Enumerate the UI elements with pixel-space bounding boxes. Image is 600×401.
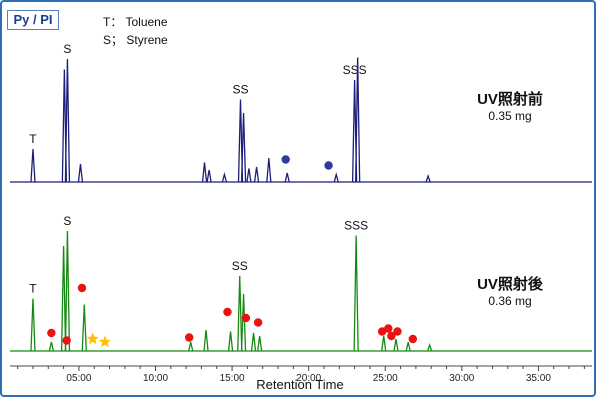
x-axis-title: Retention Time [256, 377, 343, 392]
x-tick-label: 25:00 [373, 373, 398, 384]
peak-label: S [63, 42, 71, 56]
peak-marker-dot [384, 324, 393, 333]
series-peak [425, 173, 431, 183]
peak-marker-dot [324, 161, 333, 170]
series-peak [257, 335, 263, 352]
series-peak [250, 332, 257, 352]
pyrolysis-badge: Py / PI [7, 10, 59, 30]
peak-marker-dot [253, 318, 263, 327]
peak-marker-star [98, 335, 112, 348]
series-peak [206, 169, 212, 183]
x-tick-label: 30:00 [449, 373, 474, 384]
x-tick-label: 10:00 [143, 373, 168, 384]
sample-mass-after: 0.36 mg [488, 294, 532, 308]
x-tick-label: 35:00 [526, 373, 551, 384]
peak-marker-star [86, 332, 99, 345]
peak-label: SS [232, 259, 248, 273]
sample-mass-before: 0.35 mg [488, 109, 532, 123]
peak-marker-dot [62, 336, 71, 345]
series-peak [81, 304, 87, 352]
series-peak [60, 245, 67, 352]
sample-title-after: UV照射後 [477, 276, 543, 293]
series-peak [188, 341, 194, 352]
peak-marker-dot [387, 331, 396, 341]
series-peak [246, 168, 252, 183]
peak-marker-dot [77, 283, 87, 293]
series-peak [237, 275, 243, 352]
x-tick-label: 20:00 [296, 373, 321, 384]
peak-label: SSS [344, 219, 368, 233]
legend-name: Toluene [125, 15, 168, 29]
legend-abbr: S [103, 33, 112, 47]
series-peak [427, 342, 433, 352]
peak-marker-dot [408, 334, 418, 344]
legend-sep: ； [111, 33, 124, 47]
series-peak [30, 148, 36, 183]
series-peak [333, 171, 339, 183]
series-peak [203, 329, 209, 352]
series-peak [253, 166, 260, 183]
series-peak [201, 162, 208, 183]
series-peak [355, 57, 361, 183]
series-peak [64, 58, 71, 183]
series-peak [240, 112, 247, 183]
series-peak [393, 338, 399, 352]
peak-marker-dot [281, 155, 290, 164]
series-peak [30, 298, 36, 352]
peak-label: T [29, 132, 37, 146]
series-peak [381, 335, 387, 352]
series-peak [77, 163, 84, 183]
x-tick-label: 05:00 [66, 373, 91, 384]
series-peak [405, 341, 411, 352]
series-peak [221, 171, 228, 183]
peak-label: SS [232, 83, 248, 97]
series-peak [353, 235, 359, 352]
legend-styrene: S； Styrene [103, 31, 168, 48]
peak-marker-dot [184, 333, 194, 342]
series-peak [64, 230, 71, 352]
sample-title-before: UV照射前 [477, 91, 543, 108]
series-peak [266, 157, 272, 183]
peak-label: S [63, 214, 71, 228]
series-peak [48, 341, 54, 352]
peak-marker-dot [223, 307, 232, 317]
peak-marker-dot [241, 313, 251, 323]
peak-label: SSS [343, 63, 367, 77]
peak-label: T [29, 282, 37, 296]
series-peak [240, 293, 247, 352]
x-tick-label: 15:00 [220, 373, 245, 384]
series-peak [227, 331, 234, 352]
legend-toluene: T： Toluene [103, 13, 168, 30]
peak-marker-dot [47, 328, 56, 338]
peak-marker-dot [393, 327, 402, 336]
legend-name: Styrene [126, 33, 168, 47]
series-peak [284, 172, 290, 183]
legend-sep: ： [110, 15, 123, 29]
legend-abbr: T [103, 15, 111, 29]
